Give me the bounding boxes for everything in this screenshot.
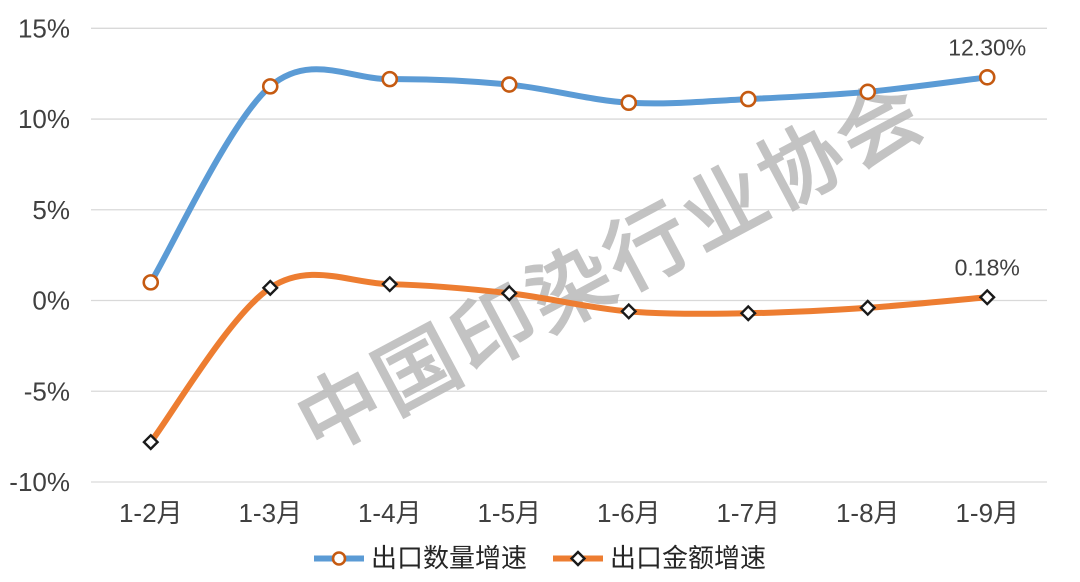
circle-marker-icon (331, 550, 347, 566)
svg-text:0.18%: 0.18% (955, 254, 1020, 280)
gridlines (91, 27, 1047, 483)
diamond-marker-icon (569, 549, 587, 567)
svg-text:10%: 10% (18, 104, 70, 134)
legend-item-export-quantity: 出口数量增速 (313, 543, 527, 573)
svg-text:5%: 5% (32, 195, 70, 225)
y-axis-tick-labels: 15% 10% 5% 0% -5% -10% (9, 13, 70, 497)
svg-text:1-9月: 1-9月 (955, 498, 1019, 528)
legend: 出口数量增速 出口金额增速 (0, 541, 1080, 575)
svg-text:0%: 0% (32, 286, 70, 316)
svg-text:1-4月: 1-4月 (358, 498, 422, 528)
svg-text:1-8月: 1-8月 (836, 498, 900, 528)
svg-text:15%: 15% (18, 13, 70, 43)
svg-text:1-5月: 1-5月 (477, 498, 541, 528)
svg-text:12.30%: 12.30% (948, 34, 1026, 60)
svg-text:-5%: -5% (24, 376, 70, 406)
svg-text:-10%: -10% (9, 467, 70, 497)
legend-label: 出口数量增速 (370, 543, 527, 573)
legend-swatch-line-circle (313, 550, 364, 566)
watermark: 中国印染行业协会 (283, 64, 940, 471)
svg-text:1-3月: 1-3月 (238, 498, 302, 528)
data-labels: 12.30% 0.18% (948, 34, 1026, 280)
legend-swatch-line-diamond (553, 549, 603, 567)
legend-label: 出口金额增速 (610, 543, 767, 573)
svg-text:1-2月: 1-2月 (119, 498, 183, 528)
svg-text:1-7月: 1-7月 (716, 498, 780, 528)
data-series (142, 66, 996, 451)
svg-text:1-6月: 1-6月 (597, 498, 661, 528)
x-axis-tick-labels: 1-2月 1-3月 1-4月 1-5月 1-6月 1-7月 1-8月 1-9月 (119, 498, 1019, 528)
legend-item-export-value: 出口金额增速 (553, 545, 766, 571)
